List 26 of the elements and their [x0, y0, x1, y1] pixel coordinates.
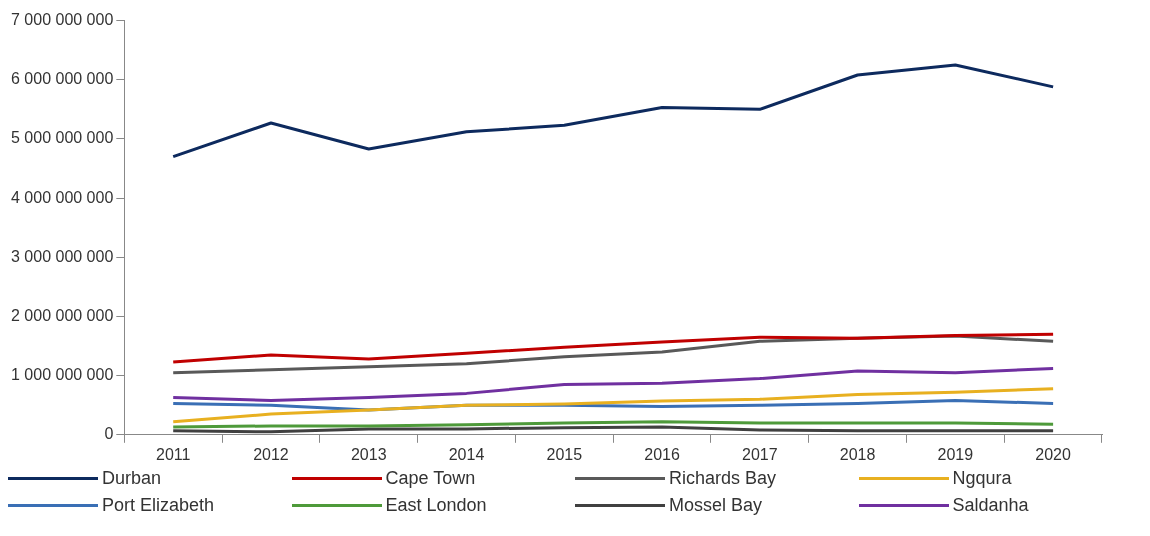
- legend-label: Durban: [102, 468, 162, 489]
- y-tick-label: 7 000 000 000: [10, 11, 114, 29]
- legend-label: Port Elizabeth: [102, 495, 215, 516]
- legend-label: Cape Town: [385, 468, 476, 489]
- legend-label: Ngqura: [952, 468, 1012, 489]
- x-tick-label: 2017: [742, 445, 778, 463]
- x-tick-label: 2013: [350, 445, 387, 463]
- y-tick-label: 6 000 000 000: [10, 70, 114, 88]
- x-tick-label: 2012: [253, 445, 289, 463]
- legend-label: Mossel Bay: [669, 495, 763, 516]
- y-tick-label: 0: [104, 425, 114, 443]
- y-tick-label: 3 000 000 000: [10, 247, 114, 265]
- y-tick-label: 4 000 000 000: [10, 188, 114, 206]
- x-tick-label: 2020: [1035, 445, 1072, 463]
- x-tick-label: 2019: [937, 445, 974, 463]
- x-tick-label: 2015: [546, 445, 583, 463]
- legend-label: Richards Bay: [669, 468, 777, 489]
- x-tick-label: 2014: [448, 445, 485, 463]
- x-tick-label: 2018: [839, 445, 876, 463]
- y-tick-label: 5 000 000 000: [10, 129, 114, 147]
- y-tick-label: 1 000 000 000: [10, 366, 114, 384]
- y-tick-label: 2 000 000 000: [10, 306, 114, 324]
- x-tick-label: 2016: [644, 445, 680, 463]
- x-tick-label: 2011: [156, 445, 191, 463]
- legend-label: East London: [385, 495, 487, 516]
- legend-label: Saldanha: [952, 495, 1029, 516]
